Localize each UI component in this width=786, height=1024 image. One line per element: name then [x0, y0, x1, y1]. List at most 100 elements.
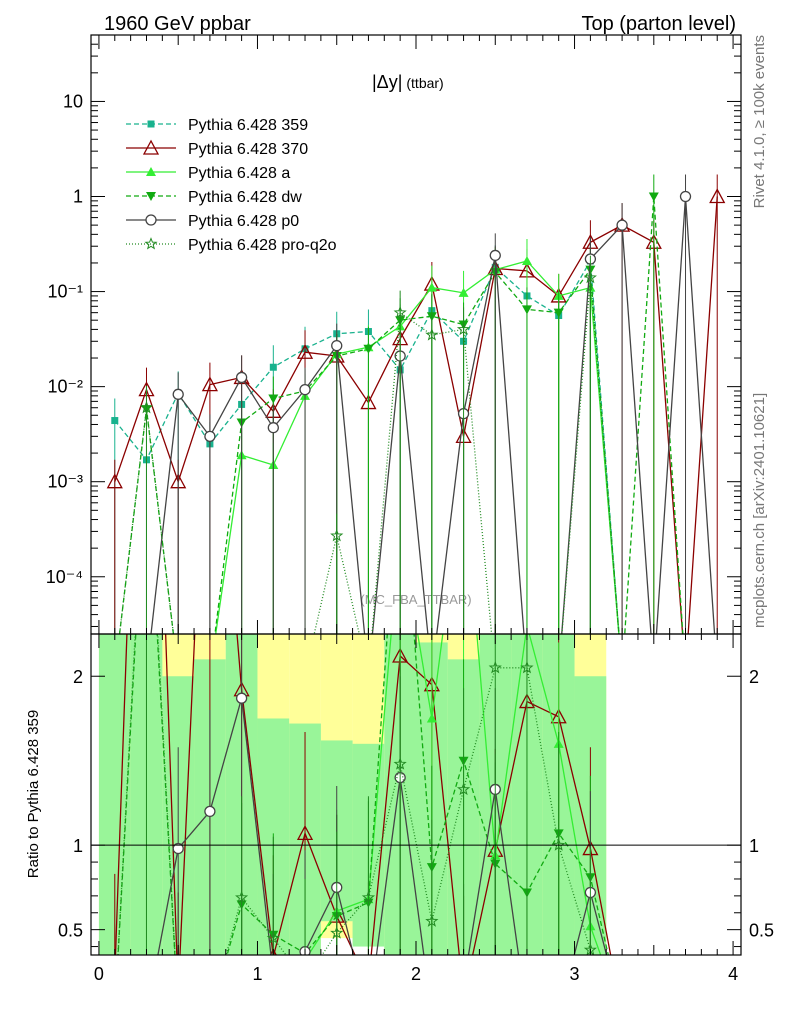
data-point [267, 422, 279, 434]
ratio-bands [98, 634, 607, 955]
main-ytick-label: 10 [63, 91, 83, 111]
main-title-sub: (ttbar) [406, 75, 443, 91]
main-ytick-label: 10⁻² [47, 377, 83, 397]
legend-marker [142, 139, 160, 155]
ratio-point [268, 994, 278, 1003]
ratio-point [172, 842, 184, 855]
header-right: Top (parton level) [581, 13, 736, 35]
ratio-ytick-label-right: 0.5 [749, 921, 774, 941]
legend-marker [144, 237, 158, 250]
data-point [201, 376, 218, 392]
main-ytick-label: 10⁻³ [47, 472, 83, 492]
data-point [299, 383, 311, 396]
ratio-point [393, 757, 407, 770]
legend-entry-3: Pythia 6.428 dw [126, 189, 302, 206]
data-point [425, 327, 439, 341]
ratio-line [114, 634, 612, 955]
data-point [456, 322, 471, 336]
legend-marker [146, 192, 156, 201]
ratio-point [171, 987, 185, 1000]
ratio-point [459, 980, 469, 990]
ratio-point [237, 960, 247, 969]
ratio-line [157, 698, 608, 955]
main-ytick-label: 1 [73, 187, 83, 207]
data-point [363, 344, 374, 354]
data-point [616, 219, 628, 231]
data-point [111, 417, 119, 425]
ratio-marks [108, 78, 612, 1003]
ratio-point [300, 955, 310, 964]
xtick-label: 0 [94, 964, 104, 984]
data-point [583, 270, 597, 284]
xtick-label: 3 [570, 964, 580, 984]
main-title-main: |Δy| [372, 72, 402, 92]
data-point [553, 308, 564, 318]
main-ytick-label: 10⁻⁴ [46, 567, 83, 587]
ratio-ytick-label-right: 1 [749, 836, 759, 856]
ratio-point [330, 926, 344, 939]
ratio-point [204, 805, 216, 818]
ratio-point [235, 890, 249, 904]
legend-marker [145, 214, 157, 226]
main-series-5 [118, 255, 620, 634]
ratio-point [139, 78, 153, 91]
ratio-point [300, 975, 311, 985]
legend-label: Pythia 6.428 370 [188, 141, 308, 158]
ratio-point [456, 782, 471, 796]
side-mcplots-text: mcplots.cern.ch [arXiv:2401.10621] [751, 393, 768, 628]
data-point [296, 343, 314, 359]
ratio-point [457, 990, 471, 1003]
series-line [150, 196, 716, 634]
series-line [118, 277, 620, 634]
legend-marker [146, 167, 156, 176]
data-point [139, 400, 154, 414]
legend-label: Pythia 6.428 pro-q2o [188, 237, 337, 254]
legend-entry-4: Pythia 6.428 p0 [126, 213, 299, 230]
legend: Pythia 6.428 359 Pythia 6.428 370 Pythia 6… [126, 117, 337, 254]
main-marks [106, 174, 726, 634]
ratio-point [425, 914, 439, 927]
ratio-point [235, 692, 248, 704]
data-point [268, 394, 279, 404]
ratio-ytick-label-right: 2 [749, 667, 759, 687]
xtick-label: 2 [411, 964, 421, 984]
data-point [330, 528, 344, 542]
data-point [521, 305, 532, 315]
data-point [426, 282, 437, 292]
xtick-label: 4 [728, 964, 738, 984]
data-point [172, 388, 184, 400]
data-point [331, 339, 343, 352]
ratio-point [296, 824, 314, 841]
main-ytick-label: 10⁻¹ [47, 282, 83, 302]
watermark: (MC_FBA_TTBAR) [360, 592, 471, 607]
ratio-point [108, 968, 122, 981]
data-point [521, 255, 532, 265]
ratio-point [361, 890, 376, 904]
data-point [709, 188, 726, 204]
data-point [269, 363, 277, 371]
header-left: 1960 GeV ppbar [104, 13, 251, 35]
ratio-point [426, 713, 437, 723]
data-point [458, 287, 469, 297]
ratio-ytick-label: 0.5 [58, 921, 83, 941]
data-point [648, 192, 659, 202]
legend-entry-0: Pythia 6.428 359 [126, 117, 308, 134]
data-point [489, 249, 501, 262]
ratio-point [266, 931, 280, 944]
ratio-line [117, 634, 609, 955]
series-line [215, 260, 620, 634]
ratio-ylabel: Ratio to Pythia 6.428 359 [25, 710, 42, 878]
data-point [393, 305, 407, 319]
ratio-point [268, 970, 278, 980]
legend-entry-1: Pythia 6.428 370 [126, 139, 308, 158]
ratio-ytick-label: 2 [73, 667, 83, 687]
legend-entry-2: Pythia 6.428 a [126, 165, 290, 182]
legend-label: Pythia 6.428 p0 [188, 213, 299, 230]
legend-entry-5: Pythia 6.428 pro-q2o [126, 237, 337, 254]
main-title: |Δy| (ttbar) [372, 72, 444, 92]
ratio-point [488, 660, 502, 674]
series-line [114, 258, 620, 634]
ratio-point [520, 660, 534, 674]
data-point [235, 371, 248, 384]
